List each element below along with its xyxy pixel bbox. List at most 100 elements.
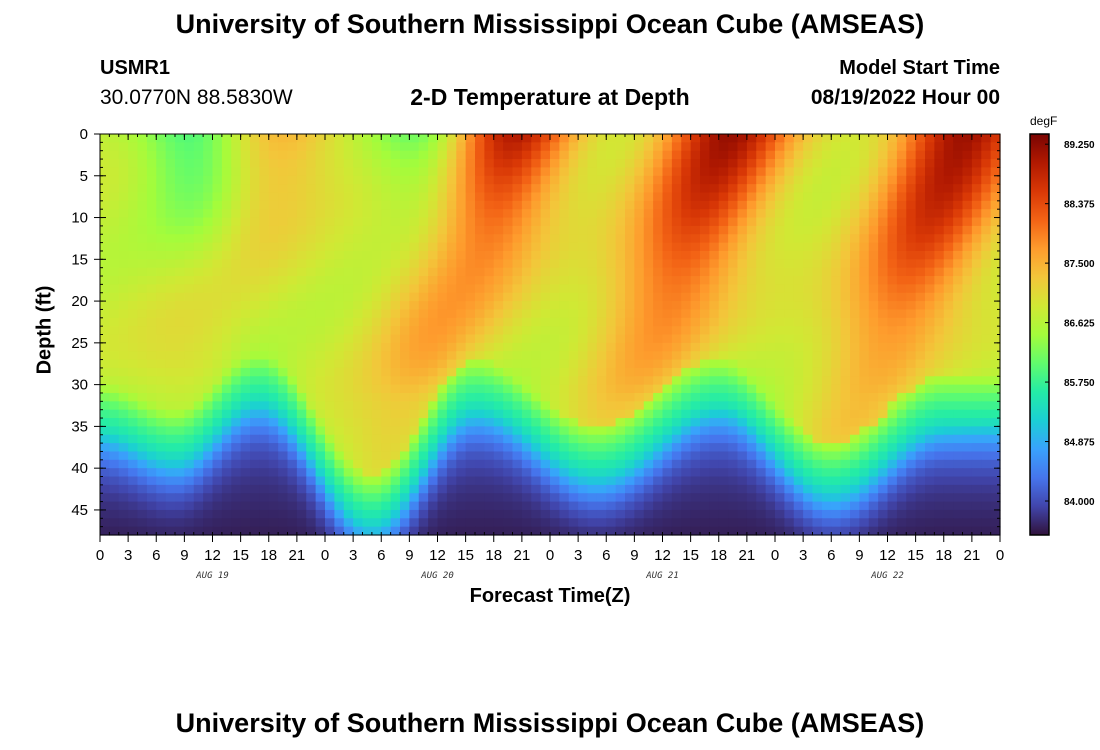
heatmap-cell (531, 142, 542, 152)
heatmap-cell (353, 342, 364, 352)
x-tick-label: 21 (739, 547, 756, 564)
heatmap-cell (165, 401, 176, 411)
heatmap-cell (943, 509, 954, 519)
heatmap-cell (212, 309, 223, 319)
heatmap-cell (446, 276, 457, 285)
heatmap-cell (343, 434, 354, 444)
heatmap-cell (334, 225, 345, 235)
heatmap-cell (878, 142, 889, 152)
heatmap-cell (465, 276, 476, 285)
heatmap-cell (456, 401, 467, 411)
heatmap-cell (803, 217, 814, 227)
heatmap-cell (850, 376, 860, 386)
heatmap-cell (334, 443, 345, 453)
heatmap-cell (606, 192, 617, 202)
heatmap-cell (512, 392, 523, 402)
heatmap-cell (381, 493, 392, 503)
heatmap-cell (250, 443, 260, 453)
heatmap-cell (484, 443, 495, 453)
heatmap-cell (156, 259, 167, 269)
heatmap-cell (559, 259, 570, 269)
heatmap-cell (484, 376, 495, 386)
heatmap-cell (765, 250, 776, 260)
heatmap-cell (850, 359, 860, 369)
heatmap-cell (343, 451, 354, 461)
heatmap-cell (128, 326, 139, 336)
heatmap-cell (540, 209, 551, 219)
heatmap-cell (643, 334, 654, 344)
heatmap-cell (193, 451, 204, 461)
heatmap-cell (925, 326, 935, 336)
heatmap-cell (943, 184, 954, 194)
heatmap-cell (756, 342, 767, 352)
heatmap-cell (287, 217, 298, 227)
heatmap-cell (653, 359, 664, 369)
heatmap-cell (587, 434, 598, 444)
heatmap-cell (943, 351, 954, 361)
heatmap-cell (390, 401, 401, 411)
heatmap-cell (681, 484, 692, 494)
heatmap-cell (596, 426, 607, 436)
heatmap-cell (934, 284, 945, 294)
heatmap-cell (128, 167, 139, 177)
heatmap-cell (559, 434, 570, 444)
heatmap-cell (775, 468, 785, 478)
heatmap-cell (690, 192, 701, 202)
heatmap-cell (559, 175, 570, 185)
heatmap-cell (728, 267, 739, 277)
heatmap-cell (175, 250, 185, 260)
heatmap-cell (934, 259, 945, 269)
heatmap-cell (531, 292, 542, 302)
heatmap-cell (578, 351, 589, 361)
heatmap-cell (728, 501, 739, 511)
heatmap-cell (390, 484, 401, 494)
heatmap-cell (784, 167, 795, 177)
heatmap-cell (840, 384, 851, 394)
heatmap-cell (540, 242, 551, 252)
heatmap-cell (231, 292, 242, 302)
heatmap-cell (821, 418, 832, 427)
heatmap-cell (831, 284, 842, 294)
heatmap-cell (718, 192, 729, 202)
heatmap-cell (990, 284, 1001, 294)
heatmap-cell (962, 501, 973, 511)
heatmap-cell (878, 409, 889, 419)
heatmap-cell (662, 250, 673, 260)
heatmap-cell (146, 376, 157, 386)
heatmap-cell (146, 234, 157, 244)
heatmap-cell (971, 476, 982, 486)
heatmap-cell (371, 184, 382, 194)
heatmap-cell (278, 326, 289, 336)
heatmap-cell (287, 267, 298, 277)
heatmap-cell (100, 225, 110, 235)
heatmap-cell (718, 326, 729, 336)
heatmap-cell (821, 351, 832, 361)
heatmap-cell (925, 342, 935, 352)
heatmap-cell (981, 426, 992, 436)
heatmap-cell (512, 142, 523, 152)
heatmap-cell (756, 200, 767, 210)
heatmap-cell (728, 184, 739, 194)
heatmap-cell (212, 184, 223, 194)
heatmap-cell (437, 309, 448, 319)
heatmap-cell (493, 484, 504, 494)
heatmap-cell (250, 351, 260, 361)
heatmap-cell (334, 175, 345, 185)
heatmap-cell (475, 443, 485, 453)
heatmap-cell (906, 359, 917, 369)
heatmap-cell (840, 509, 851, 519)
heatmap-cell (915, 459, 926, 469)
heatmap-cell (306, 267, 317, 277)
heatmap-cell (221, 317, 232, 327)
heatmap-cell (690, 392, 701, 402)
heatmap-cell (409, 159, 420, 169)
heatmap-cell (418, 509, 429, 519)
heatmap-cell (437, 242, 448, 252)
heatmap-cell (793, 359, 804, 369)
heatmap-cell (653, 175, 664, 185)
heatmap-cell (953, 301, 964, 311)
heatmap-cell (100, 150, 110, 160)
heatmap-cell (259, 459, 270, 469)
heatmap-cell (315, 217, 326, 227)
heatmap-cell (925, 401, 935, 411)
